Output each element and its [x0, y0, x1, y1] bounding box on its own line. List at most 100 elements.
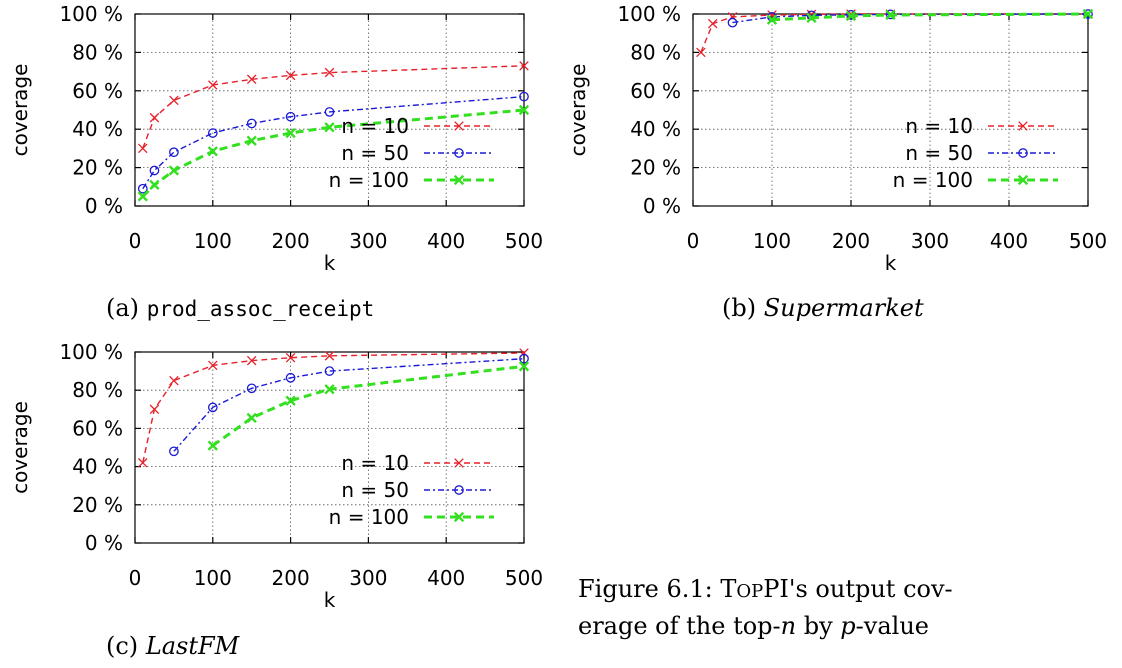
data-point: [727, 17, 738, 28]
y-axis-label: coverage: [8, 401, 32, 494]
y-tick-label: 60 %: [630, 79, 681, 103]
x-tick-label: 0: [129, 566, 142, 590]
data-point: [1082, 8, 1094, 20]
data-point: [324, 384, 335, 395]
series-line-3: [211, 364, 525, 447]
data-point: [137, 183, 148, 194]
x-tick-label: 500: [1069, 229, 1107, 253]
data-point: [246, 74, 257, 85]
data-point: [207, 402, 218, 413]
plot-frame: [692, 13, 1089, 207]
series-line-2: [173, 358, 525, 452]
legend-marker: [454, 485, 464, 495]
data-point: [169, 95, 179, 106]
chart-c: 0 100 200 300 400 500 0 % 20 % 40 % 60 % 80 % 100 %…: [8, 340, 543, 612]
y-tick-label: 80 %: [72, 378, 123, 402]
data-point: [806, 12, 817, 23]
x-tick-label: 300: [349, 229, 387, 253]
legend-label: n = 50: [341, 478, 409, 502]
y-tick-label: 100 %: [59, 340, 123, 364]
figure-caption-n: n: [780, 612, 797, 640]
y-axis-label: coverage: [8, 64, 32, 157]
chart-b: 0 100 200 300 400 500 0 % 20 % 40 % 60 % 80 % 100 %…: [566, 2, 1107, 275]
x-tick-label: 300: [911, 229, 949, 253]
y-tick-label: 60 %: [72, 79, 123, 103]
toppi-small-op: OP: [736, 581, 764, 602]
toppi-cap-t: T: [720, 575, 737, 603]
legend-marker: [1017, 174, 1029, 186]
x-tick-label: 0: [687, 229, 700, 253]
data-point: [518, 104, 530, 116]
legend-marker: [453, 511, 465, 523]
y-tick-label: 20 %: [630, 156, 681, 180]
series-line-1: [142, 65, 525, 149]
data-point: [246, 412, 257, 424]
figure-caption-p: p: [840, 612, 856, 640]
caption-a-tag: (a): [106, 294, 140, 322]
x-tick-label: 400: [427, 566, 465, 590]
figure-caption-part-a: erage of the top-: [578, 612, 781, 640]
data-point: [246, 355, 257, 366]
data-point: [208, 80, 218, 90]
legend-label: n = 10: [341, 451, 409, 475]
x-tick-label: 200: [272, 566, 310, 590]
data-point: [208, 360, 218, 371]
y-tick-label: 100 %: [617, 2, 681, 26]
data-point: [324, 122, 335, 133]
data-point: [149, 179, 160, 191]
data-point: [168, 165, 180, 176]
data-point: [285, 372, 296, 383]
chart-a: 0 100 200 300 400 500 0 % 20 % 40 % 60 % 80 % 100 %…: [8, 2, 543, 275]
data-point: [169, 147, 179, 158]
y-tick-label: 0 %: [85, 194, 123, 218]
data-point: [149, 404, 160, 415]
x-tick-label: 500: [505, 566, 543, 590]
x-tick-label: 100: [194, 229, 232, 253]
x-tick-label: 200: [832, 229, 870, 253]
data-point: [207, 440, 218, 451]
figure-caption-label: Figure 6.1:: [578, 575, 713, 603]
data-point: [885, 9, 896, 21]
x-axis-label: k: [324, 251, 336, 275]
y-tick-label: 0 %: [85, 531, 123, 555]
x-axis-label: k: [885, 251, 897, 275]
data-point: [324, 67, 335, 78]
y-tick-label: 0 %: [643, 194, 681, 218]
data-point: [519, 61, 529, 71]
legend-label: n = 50: [341, 141, 409, 165]
data-point: [324, 351, 335, 361]
data-point: [138, 458, 148, 468]
x-tick-label: 500: [505, 229, 543, 253]
data-point: [285, 395, 296, 406]
data-point: [137, 191, 148, 202]
data-point: [246, 135, 257, 146]
y-tick-label: 20 %: [72, 156, 123, 180]
legend-marker: [453, 174, 465, 186]
legend-marker: [454, 121, 464, 131]
caption-c-text: LastFM: [145, 632, 240, 660]
data-point: [518, 361, 530, 372]
plot-frame: [134, 351, 525, 544]
y-tick-label: 80 %: [72, 40, 123, 64]
figure-caption-part-c: -value: [855, 612, 929, 640]
x-tick-label: 100: [194, 566, 232, 590]
legend-label: n = 100: [893, 168, 973, 192]
legend-label: n = 50: [905, 141, 973, 165]
data-point: [519, 353, 529, 364]
data-point: [324, 366, 335, 376]
data-point: [169, 446, 179, 457]
legend-label: n = 100: [329, 168, 409, 192]
x-tick-label: 400: [427, 229, 465, 253]
caption-a: (a) prod_assoc_receipt: [106, 294, 374, 322]
x-tick-label: 400: [990, 229, 1028, 253]
data-point: [149, 112, 160, 123]
data-point: [285, 111, 296, 122]
y-axis-label: coverage: [566, 64, 590, 157]
legend-marker: [454, 148, 464, 158]
y-tick-label: 60 %: [72, 416, 123, 440]
data-point: [285, 352, 296, 363]
caption-c-tag: (c): [106, 632, 139, 660]
y-tick-label: 40 %: [630, 117, 681, 141]
data-point: [149, 165, 160, 176]
